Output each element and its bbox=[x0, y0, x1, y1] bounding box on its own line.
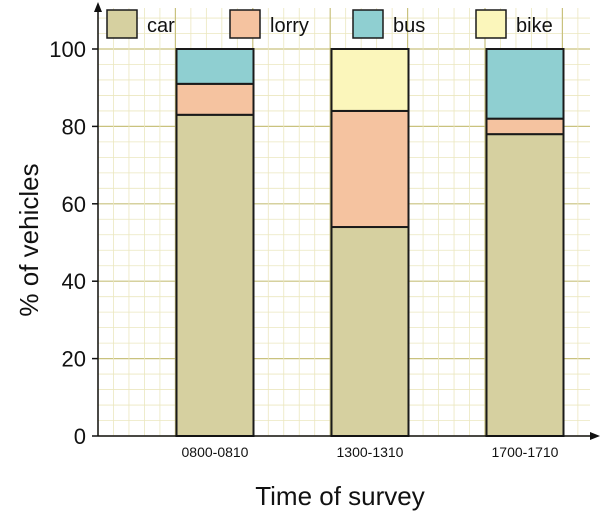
x-axis-label: Time of survey bbox=[255, 481, 425, 511]
x-tick-label: 1300-1310 bbox=[337, 444, 404, 460]
x-tick-label: 1700-1710 bbox=[492, 444, 559, 460]
y-tick-label: 100 bbox=[49, 37, 86, 62]
y-tick-label: 20 bbox=[62, 347, 86, 372]
bar-segment-lorry bbox=[175, 82, 255, 116]
bar-segment-lorry bbox=[485, 117, 565, 136]
legend-label-bus: bus bbox=[393, 15, 425, 37]
bar-segment-bus bbox=[175, 48, 255, 85]
axes: 0 20 40 60 80 100 bbox=[49, 2, 600, 449]
bar-segment-lorry bbox=[330, 109, 410, 229]
y-tick-label: 40 bbox=[62, 269, 86, 294]
legend-label-lorry: lorry bbox=[270, 15, 309, 37]
legend-label-bike: bike bbox=[516, 15, 553, 37]
legend-swatch-bike bbox=[475, 9, 507, 39]
bar-segment-bike bbox=[330, 48, 410, 112]
bar-segment-car bbox=[175, 113, 255, 437]
x-tick-label: 0800-0810 bbox=[182, 444, 249, 460]
legend-swatch-lorry bbox=[229, 9, 261, 39]
legend-swatch-bus bbox=[352, 9, 384, 39]
y-tick-label: 0 bbox=[74, 424, 86, 449]
legend-swatch-car bbox=[106, 9, 138, 39]
y-tick-label: 80 bbox=[62, 114, 86, 139]
y-axis-arrow bbox=[94, 2, 102, 12]
x-axis-arrow bbox=[590, 432, 600, 440]
legend: car lorry bus bike bbox=[106, 9, 553, 39]
y-tick-label: 60 bbox=[62, 192, 86, 217]
bars: 0800-0810 1300-1310 1700-1710 bbox=[175, 48, 565, 460]
legend-label-car: car bbox=[147, 15, 175, 37]
y-axis-label: % of vehicles bbox=[14, 163, 44, 316]
bar-segment-car bbox=[485, 133, 565, 437]
bar-segment-bus bbox=[485, 48, 565, 120]
bar-segment-car bbox=[330, 226, 410, 437]
